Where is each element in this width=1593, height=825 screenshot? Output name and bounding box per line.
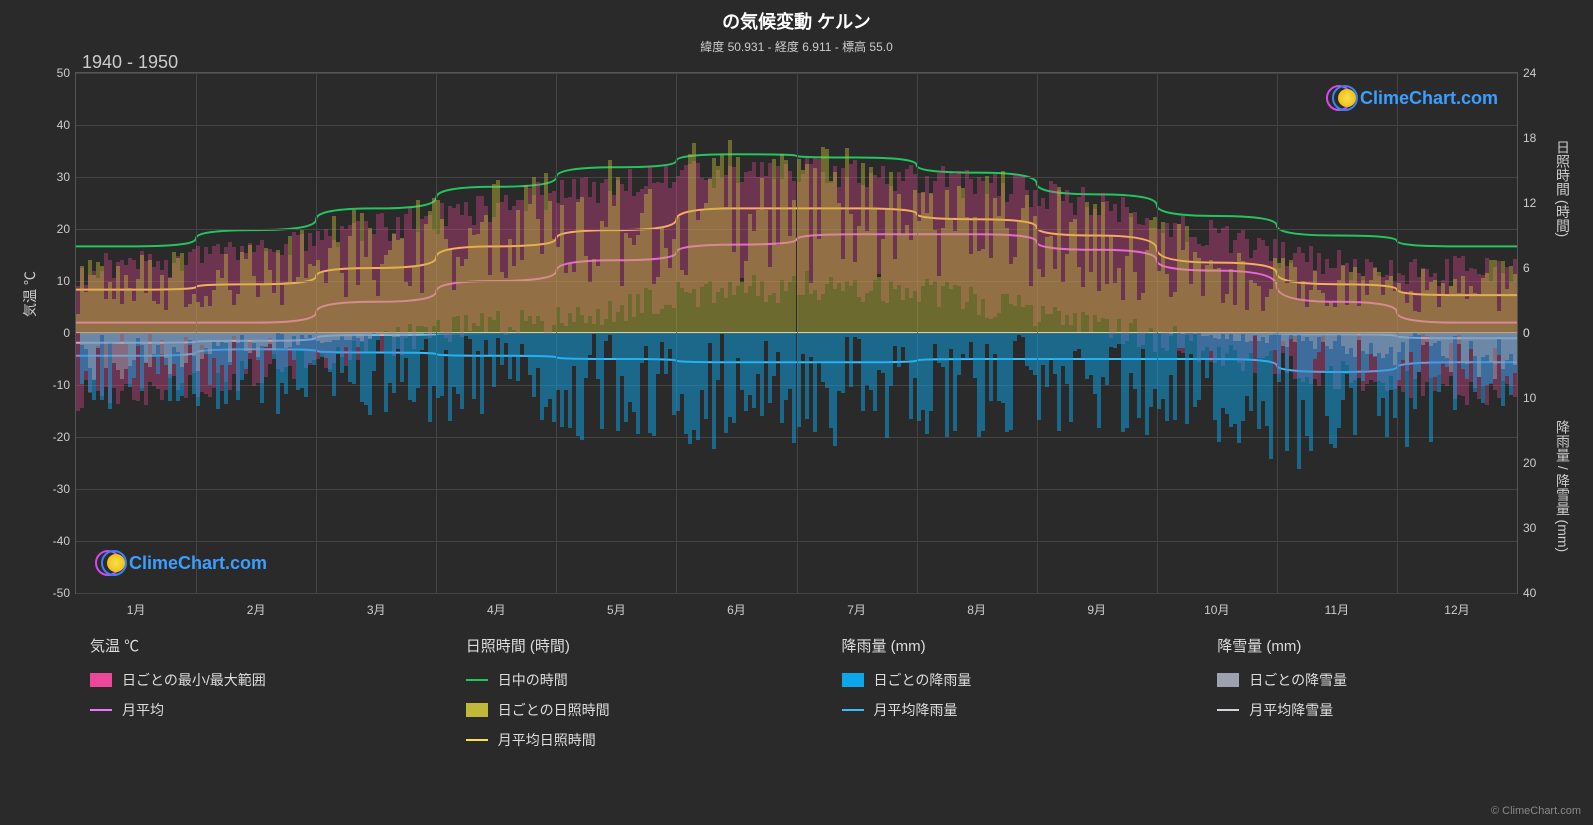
legend-header: 降雪量 (mm) (1217, 635, 1553, 656)
legend-label: 月平均 (122, 700, 164, 720)
legend-header: 降雨量 (mm) (842, 635, 1178, 656)
y-left-tick: -20 (53, 430, 76, 444)
x-month-tick: 1月 (127, 593, 146, 618)
x-month-tick: 4月 (487, 593, 506, 618)
legend-item: 月平均 (90, 700, 426, 720)
chart-title: の気候変動 ケルン (0, 0, 1593, 34)
y-right-bottom-tick: 10 (1517, 391, 1536, 405)
legend-label: 月平均降雨量 (874, 700, 958, 720)
legend-item: 月平均日照時間 (466, 730, 802, 750)
period-label: 1940 - 1950 (82, 52, 178, 73)
y-right-top-tick: 18 (1517, 131, 1536, 145)
legend-item: 月平均降雨量 (842, 700, 1178, 720)
y-right-bottom-tick: 20 (1517, 456, 1536, 470)
legend-line-icon (1217, 709, 1239, 711)
legend-line-icon (466, 739, 488, 741)
legend-swatch-icon (90, 673, 112, 687)
legend-label: 日ごとの降雪量 (1249, 670, 1347, 690)
x-month-tick: 7月 (847, 593, 866, 618)
legend-swatch-icon (466, 703, 488, 717)
y-left-tick: 50 (57, 66, 76, 80)
y-left-tick: 30 (57, 170, 76, 184)
logo-icon (1326, 85, 1352, 111)
y-right-top-tick: 6 (1517, 261, 1530, 275)
y-right-bottom-tick: 40 (1517, 586, 1536, 600)
y-left-tick: 0 (63, 326, 76, 340)
legend-item: 日中の時間 (466, 670, 802, 690)
legend-swatch-icon (842, 673, 864, 687)
x-month-tick: 2月 (247, 593, 266, 618)
x-month-tick: 9月 (1087, 593, 1106, 618)
legend-item: 日ごとの最小/最大範囲 (90, 670, 426, 690)
y-left-tick: -10 (53, 378, 76, 392)
x-month-tick: 6月 (727, 593, 746, 618)
legend-group: 降雨量 (mm) 日ごとの降雨量月平均降雨量 (842, 635, 1178, 760)
y-axis-right-top-label: 日照時間 (時間) (1553, 140, 1573, 237)
y-left-tick: -40 (53, 534, 76, 548)
legend-label: 日ごとの日照時間 (498, 700, 610, 720)
y-right-bottom-tick: 30 (1517, 521, 1536, 535)
legend-header: 日照時間 (時間) (466, 635, 802, 656)
y-axis-right-bottom-label: 降雨量 / 降雪量 (mm) (1553, 420, 1573, 552)
y-right-bottom-tick: 0 (1517, 326, 1530, 340)
legend-group: 日照時間 (時間) 日中の時間日ごとの日照時間月平均日照時間 (466, 635, 802, 760)
legend: 気温 ℃ 日ごとの最小/最大範囲月平均 日照時間 (時間) 日中の時間日ごとの日照時間… (90, 635, 1553, 760)
chart-container: の気候変動 ケルン 緯度 50.931 - 経度 6.911 - 標高 55.0… (0, 0, 1593, 825)
y-right-top-tick: 12 (1517, 196, 1536, 210)
x-month-tick: 5月 (607, 593, 626, 618)
legend-label: 日ごとの最小/最大範囲 (122, 670, 266, 690)
y-left-tick: 10 (57, 274, 76, 288)
legend-group: 気温 ℃ 日ごとの最小/最大範囲月平均 (90, 635, 426, 760)
legend-line-icon (90, 709, 112, 711)
y-right-top-tick: 24 (1517, 66, 1536, 80)
watermark-text: ClimeChart.com (129, 553, 267, 574)
legend-label: 月平均日照時間 (498, 730, 596, 750)
y-left-tick: 20 (57, 222, 76, 236)
logo-icon (95, 550, 121, 576)
x-month-tick: 12月 (1444, 593, 1469, 618)
x-month-tick: 3月 (367, 593, 386, 618)
legend-label: 日中の時間 (498, 670, 568, 690)
plot-area: -50-40-30-20-100102030405006121824010203… (75, 72, 1518, 594)
credit-text: © ClimeChart.com (1491, 805, 1581, 817)
legend-item: 日ごとの降雨量 (842, 670, 1178, 690)
chart-subtitle: 緯度 50.931 - 経度 6.911 - 標高 55.0 (0, 38, 1593, 55)
legend-group: 降雪量 (mm) 日ごとの降雪量月平均降雪量 (1217, 635, 1553, 760)
y-left-tick: -30 (53, 482, 76, 496)
legend-label: 日ごとの降雨量 (874, 670, 972, 690)
watermark-top: ClimeChart.com (1326, 85, 1498, 111)
x-month-tick: 11月 (1325, 593, 1349, 618)
legend-item: 日ごとの降雪量 (1217, 670, 1553, 690)
watermark-text: ClimeChart.com (1360, 88, 1498, 109)
legend-label: 月平均降雪量 (1249, 700, 1333, 720)
legend-swatch-icon (1217, 673, 1239, 687)
legend-line-icon (466, 679, 488, 681)
y-left-tick: 40 (57, 118, 76, 132)
x-month-tick: 10月 (1204, 593, 1229, 618)
legend-item: 日ごとの日照時間 (466, 700, 802, 720)
legend-header: 気温 ℃ (90, 635, 426, 656)
legend-line-icon (842, 709, 864, 711)
watermark-bottom: ClimeChart.com (95, 550, 267, 576)
y-axis-left-label: 気温 ℃ (20, 271, 40, 317)
x-month-tick: 8月 (967, 593, 986, 618)
y-left-tick: -50 (53, 586, 76, 600)
legend-item: 月平均降雪量 (1217, 700, 1553, 720)
